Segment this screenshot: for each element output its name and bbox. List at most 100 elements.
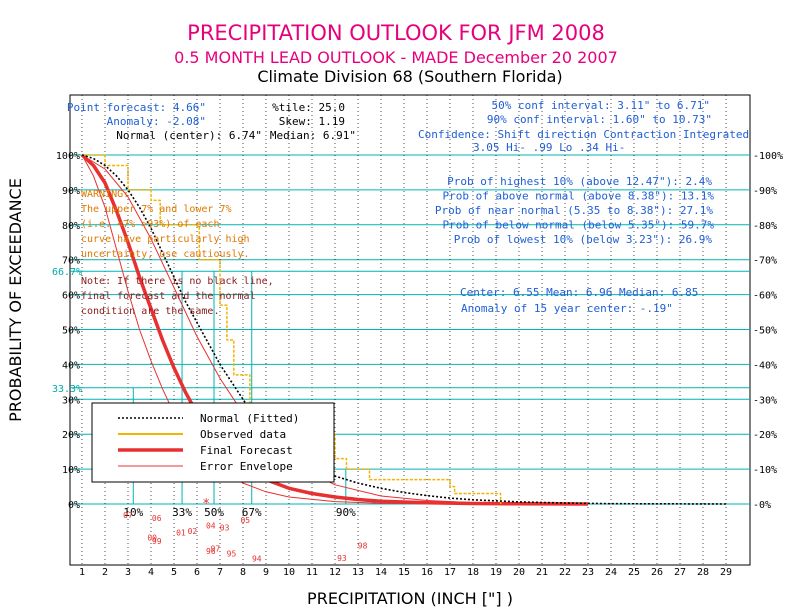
legend-label-normal: Normal (Fitted) [200, 412, 299, 425]
warning-line: WARNING: [81, 189, 129, 200]
x-tick-label: 4 [148, 567, 154, 578]
series-observed-data [82, 154, 502, 504]
x-tick-label: 29 [720, 567, 732, 578]
observed-year-label: 94 [252, 555, 262, 564]
x-tick-label: 16 [421, 567, 433, 578]
note-line: final forecast and the normal [81, 291, 256, 302]
x-tick-label: 9 [263, 567, 269, 578]
y-tick-label-left: 60% [62, 291, 80, 302]
percentile-text: %tile: 25.0 [272, 101, 345, 114]
x-tick-label: 3 [125, 567, 131, 578]
median-text: Median: 6.91" [270, 129, 356, 142]
warning-line: uncertainty, use cautiously. [81, 249, 250, 260]
legend: Normal (Fitted) Observed data Final Fore… [91, 402, 335, 483]
y-tick-label-left: 30% [62, 395, 80, 406]
observed-year-label: 93 [337, 554, 347, 563]
x-tick-label: 21 [536, 567, 548, 578]
climate-division-label: Climate Division 68 (Southern Florida) [257, 67, 562, 86]
observed-year-label: 05 [240, 516, 250, 525]
y-tick-label-right: -40% [753, 360, 777, 371]
x-tick-label: 12 [329, 567, 341, 578]
probability-line: Prob of near normal (5.35 to 8.38"): 27.… [435, 204, 714, 217]
series-normal-fitted [81, 154, 727, 505]
y-tick-label-right: -80% [753, 221, 777, 232]
conf-50-text: 50% conf interval: 3.11" to 6.71" [491, 99, 710, 112]
y-tick-label-right: -60% [753, 291, 777, 302]
x-tick-label: 13 [352, 567, 364, 578]
x-tick-label: 1 [79, 567, 85, 578]
percentile-marker-label: 10% [123, 506, 143, 519]
x-tick-label: 19 [490, 567, 502, 578]
y-axis-title: PROBABILITY OF EXCEEDANCE [6, 178, 25, 422]
x-tick-label: 18 [467, 567, 479, 578]
observed-year-label: 04 [206, 521, 216, 530]
point-forecast-marker: * [202, 497, 210, 512]
y-tick-label-right: -0% [753, 500, 771, 511]
x-tick-label: 20 [513, 567, 525, 578]
observed-year-label: 02 [188, 527, 198, 536]
y-tick-label-right: -30% [753, 395, 777, 406]
x-axis-tick-labels: 1 2 3 4 5 6 7 8 9 10 11 12 13 14 15 16 17 18 19 20 21 22 23 24 2… [79, 567, 732, 578]
probability-line: Prob of below normal (below 5.35"): 59.7… [442, 219, 714, 232]
y-tick-label-right: -70% [753, 256, 777, 267]
x-tick-label: 26 [651, 567, 663, 578]
x-axis-title: PRECIPITATION (INCH ["] ) [307, 589, 513, 608]
x-tick-label: 2 [102, 567, 108, 578]
point-forecast-text: Point forecast: 4.66" [67, 101, 206, 114]
center-stats: Center: 6.55 Mean: 6.96 Median: 6.85 Ano… [460, 286, 698, 315]
center-line-2: Anomaly of 15 year center: -.19" [461, 302, 673, 315]
note-text: Note: If there is no black line, final fo… [81, 276, 274, 317]
observed-year-label: 00 [147, 534, 157, 543]
anomaly-text: Anomaly: -2.08" [107, 115, 206, 128]
y-tick-label-left: 70% [62, 256, 80, 267]
y-tick-label-right: -50% [753, 326, 777, 337]
probability-line: Prob of lowest 10% (below 3.23"): 26.9% [454, 233, 713, 246]
chart-subtitle: 0.5 MONTH LEAD OUTLOOK - MADE December 2… [174, 48, 618, 67]
percentile-marker-label: 50% [204, 506, 224, 519]
y-axis-left-labels: 0% 10% 20% 30% 40% 50% 60% 70% 80% 90% 100% [56, 151, 80, 511]
x-tick-label: 8 [240, 567, 246, 578]
y-tick-label-left: 20% [62, 430, 80, 441]
normal-center-text: Normal (center): 6.74" [116, 129, 262, 142]
y-tick-label-right: -10% [753, 465, 777, 476]
confidence-values-text: 3.05 Hi- .99 Lo .34 Hi- [473, 141, 625, 154]
y-tick-label-right: -20% [753, 430, 777, 441]
x-tick-label: 25 [628, 567, 640, 578]
observed-year-label: 99 [152, 537, 162, 546]
warning-text: WARNING: The upper 7% and lower 7% (i.e. <… [81, 189, 250, 260]
percentile-marker-label: 67% [242, 506, 262, 519]
warning-line: The upper 7% and lower 7% [81, 204, 232, 215]
y-tick-label-left: 10% [62, 465, 80, 476]
legend-label-observed: Observed data [200, 428, 286, 441]
x-tick-label: 7 [217, 567, 223, 578]
y-tick-label-right: -90% [753, 186, 777, 197]
x-tick-label: 5 [171, 567, 177, 578]
y-tick-label-left: 90% [62, 186, 80, 197]
observed-year-label: 03 [220, 524, 230, 533]
y-tick-label-left: 100% [56, 151, 80, 162]
percentile-marker-label: 90% [336, 506, 356, 519]
ref-line-label: 33.3% [52, 384, 82, 395]
observed-year-label: 96 [206, 547, 216, 556]
chart-title: PRECIPITATION OUTLOOK FOR JFM 2008 [187, 21, 605, 45]
x-tick-label: 24 [605, 567, 617, 578]
y-tick-label-left: 40% [62, 360, 80, 371]
confidence-header-text: Confidence: Shift direction Contraction … [418, 128, 749, 141]
y-tick-label-left: 50% [62, 326, 80, 337]
legend-label-envelope: Error Envelope [200, 460, 293, 473]
x-tick-label: 14 [375, 567, 387, 578]
x-tick-label: 22 [559, 567, 571, 578]
x-tick-label: 6 [194, 567, 200, 578]
center-line-1: Center: 6.55 Mean: 6.96 Median: 6.85 [460, 286, 698, 299]
conf-90-text: 90% conf interval: 1.60" to 10.73" [487, 113, 712, 126]
ref-line-label: 66.7% [52, 267, 82, 278]
probability-line: Prob of above normal (above 8.38"): 13.1… [442, 190, 714, 203]
observed-year-label: 07 [123, 511, 133, 520]
observed-year-label: 06 [152, 514, 162, 523]
x-tick-label: 28 [697, 567, 709, 578]
x-tick-label: 27 [674, 567, 686, 578]
x-tick-label: 17 [444, 567, 456, 578]
observed-year-label: 97 [211, 544, 221, 553]
probability-list: Prob of highest 10% (above 12.47"): 2.4%… [435, 175, 715, 246]
